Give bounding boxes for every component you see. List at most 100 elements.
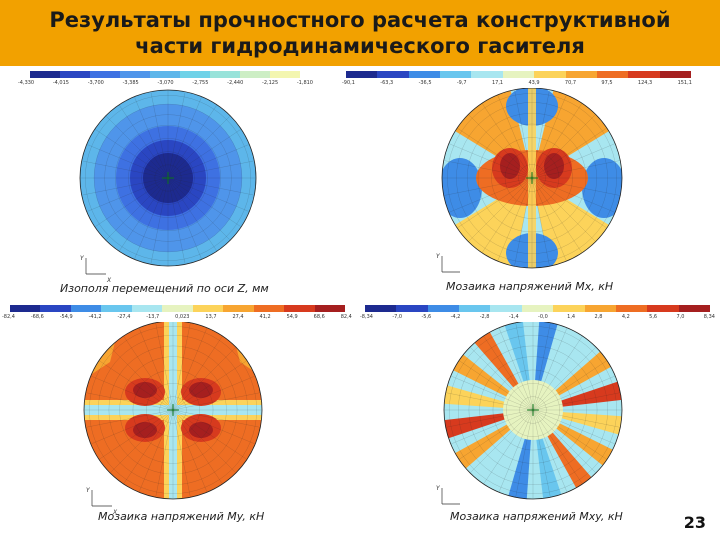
slide-title: Результаты прочностного расчета конструк… <box>49 8 671 58</box>
colorbar-tick-label: 82,4 <box>340 314 352 320</box>
colorbar-swatch <box>60 71 90 78</box>
colorbar-ticks: -90,1 -63,3 -36,5 -9,7 17,1 43,9 70,7 97,5 124,3… <box>342 80 692 88</box>
colorbar-tick-label: 41,2 <box>259 314 271 320</box>
plate-edge <box>79 89 257 267</box>
colorbar-tick-label: -2,125 <box>262 80 279 86</box>
colorbar-swatch <box>365 305 397 312</box>
colorbar-swatch <box>150 71 180 78</box>
colorbar-tick-label: -63,3 <box>380 80 394 86</box>
colorbar-tick-label: -1,810 <box>296 80 313 86</box>
slide-header: Результаты прочностного расчета конструк… <box>0 0 720 66</box>
mx-caption: Мозаика напряжений Мx, кН <box>446 280 614 293</box>
colorbar-swatch <box>596 71 629 78</box>
colorbar-tick-label: -4,330 <box>18 80 35 86</box>
colorbar-tick-label: 13,7 <box>205 314 217 320</box>
colorbar-tick-label: -90,1 <box>342 80 355 86</box>
mesh-grid <box>80 90 256 266</box>
colorbar-strip <box>365 305 710 312</box>
colorbar-swatch <box>30 71 60 78</box>
page-number: 23 <box>683 513 706 532</box>
stress-wedges <box>444 322 622 499</box>
colorbar-swatch <box>210 71 240 78</box>
colorbar-tick-label: -3,700 <box>87 80 104 86</box>
axis-x-label: X <box>112 509 118 516</box>
colorbar-swatch <box>192 305 224 312</box>
colorbar-swatch <box>10 305 41 312</box>
colorbar-swatch <box>659 71 691 78</box>
center-node <box>162 172 174 184</box>
colorbar-swatch <box>284 305 315 312</box>
colorbar-tick-label: -27,4 <box>117 314 131 320</box>
colorbar-swatch <box>427 305 460 312</box>
colorbar-tick-label: 27,4 <box>232 314 244 320</box>
colorbar-tick-label: -54,9 <box>59 314 73 320</box>
colorbar-swatch <box>377 71 409 78</box>
colorbar-swatch <box>615 305 648 312</box>
mx-colorbar: -90,1 -63,3 -36,5 -9,7 17,1 43,9 70,7 97,5 124,3… <box>342 68 720 90</box>
axis-y-label: Y <box>436 485 441 492</box>
colorbar-tick-label: -41,2 <box>88 314 102 320</box>
colorbar-swatch <box>396 305 428 312</box>
colorbar-tick-label: -3,070 <box>157 80 174 86</box>
my-plot: Y X <box>83 322 263 516</box>
mesh-grid <box>442 88 622 268</box>
axis-x-label: X <box>106 277 112 284</box>
colorbar-swatch <box>90 71 120 78</box>
colorbar-tick-label: 97,5 <box>601 80 613 86</box>
displacement-panel: -4,330 -4,015 -3,700 -3,385 -3,070 -2,755 -2,4… <box>0 68 360 303</box>
colorbar-swatch <box>490 305 522 312</box>
colorbar-tick-label: -68,6 <box>30 314 44 320</box>
mxy-panel: -8,34 -7,0 -5,6 -4,2 -2,8 -1,4 -0,0 1,4 2,8 4,2 5,… <box>360 302 720 537</box>
axis-triad <box>441 488 460 505</box>
colorbar-swatch <box>346 71 378 78</box>
colorbar-swatch <box>553 305 585 312</box>
colorbar-ticks: -4,330 -4,015 -3,700 -3,385 -3,070 -2,755 -2,4… <box>18 80 313 88</box>
axis-y-label: Y <box>80 255 85 262</box>
mx-panel: -90,1 -63,3 -36,5 -9,7 17,1 43,9 70,7 97,5 124,3… <box>342 68 720 303</box>
colorbar-swatch <box>253 305 285 312</box>
colorbar-tick-label: -2,755 <box>192 80 209 86</box>
colorbar-tick-label: 0,023 <box>175 314 190 320</box>
colorbar-tick-label: -7,0 <box>392 314 403 320</box>
displacement-plot: Y X <box>79 89 257 284</box>
colorbar-tick-label: 2,8 <box>594 314 603 320</box>
center-node <box>527 404 539 416</box>
colorbar-swatch <box>647 305 679 312</box>
colorbar-tick-label: 4,2 <box>621 314 630 320</box>
colorbar-swatch <box>101 305 132 312</box>
mxy-colorbar: -8,34 -7,0 -5,6 -4,2 -2,8 -1,4 -0,0 1,4 2,8 4,2 5,… <box>360 302 720 324</box>
colorbar-swatch <box>471 71 503 78</box>
center-node <box>526 172 538 184</box>
colorbar-swatch <box>120 71 150 78</box>
axis-y-label: Y <box>436 253 441 260</box>
colorbar-ticks: -82,4 -68,6 -54,9 -41,2 -27,4 -13,7 0,023 13,7 2… <box>2 314 352 322</box>
colorbar-strip <box>30 71 300 78</box>
displacement-caption: Изополя перемещений по оси Z, мм <box>60 282 269 295</box>
colorbar-tick-label: -3,385 <box>122 80 139 86</box>
plate-edge <box>443 322 623 500</box>
colorbar-tick-label: 70,7 <box>564 80 577 86</box>
colorbar-tick-label: 8,34 <box>703 314 715 320</box>
colorbar-swatch <box>678 305 710 312</box>
colorbar-swatch <box>408 71 441 78</box>
colorbar-tick-label: 43,9 <box>528 80 540 86</box>
mx-plot: Y <box>436 88 623 273</box>
center-node <box>167 404 179 416</box>
colorbar-swatch <box>270 71 300 78</box>
colorbar-tick-label: -2,440 <box>227 80 244 86</box>
colorbar-strip <box>346 71 691 78</box>
colorbar-swatch <box>70 305 102 312</box>
colorbar-ticks: -8,34 -7,0 -5,6 -4,2 -2,8 -1,4 -0,0 1,4 2,8 4,2 5,… <box>360 314 715 322</box>
colorbar-swatch <box>162 305 193 312</box>
colorbar-swatch <box>565 71 597 78</box>
mesh-grid <box>84 322 262 499</box>
mesh-grid <box>444 322 622 499</box>
colorbar-swatch <box>180 71 210 78</box>
colorbar-swatch <box>628 71 660 78</box>
displacement-colorbar: -4,330 -4,015 -3,700 -3,385 -3,070 -2,755 -2,4… <box>0 68 360 90</box>
colorbar-tick-label: -8,34 <box>360 314 373 320</box>
colorbar-swatch <box>584 305 616 312</box>
my-caption: Мозаика напряжений Мy, кН <box>98 510 265 523</box>
colorbar-swatch <box>223 305 254 312</box>
colorbar-swatch <box>502 71 535 78</box>
